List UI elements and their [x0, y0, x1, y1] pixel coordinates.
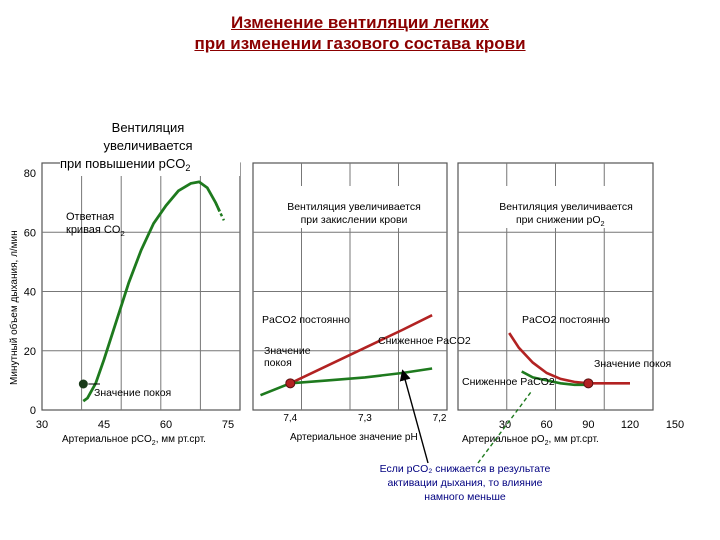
title-line-1: Изменение вентиляции легких	[231, 13, 489, 32]
x-tick-label: 7,4	[283, 413, 297, 424]
x-tick-label: 150	[666, 419, 684, 431]
x-tick-label: 30	[36, 419, 48, 431]
y-tick-label: 80	[24, 168, 36, 180]
page-title: Изменение вентиляции легких при изменени…	[0, 12, 720, 54]
callout-line-2: при снижении pO2	[516, 214, 605, 228]
rest-point-label: Значение покоя	[94, 387, 171, 399]
series-line-constant-paco2	[508, 332, 630, 385]
x-tick-label: 60	[541, 419, 553, 431]
callout-line-1: Вентиляция	[112, 120, 185, 135]
panel-1	[41, 162, 241, 411]
x-tick-label: 7,2	[433, 413, 447, 424]
series-label-constant: PaCO2 постоянно	[522, 314, 610, 326]
callout-line-3: при повышении pCO2	[60, 156, 190, 173]
rest-point-marker	[583, 378, 594, 389]
callout-line-1: Вентиляция увеличивается	[499, 201, 633, 213]
callout-box	[480, 186, 652, 228]
rest-point-marker	[285, 378, 296, 389]
rest-point-marker	[78, 379, 88, 389]
callout-line-1: Вентиляция увеличивается	[287, 201, 421, 213]
footnote-line-3: намного меньше	[424, 491, 506, 503]
callout-box	[60, 120, 240, 176]
title-line-2: при изменении газового состава крови	[194, 34, 526, 53]
rest-point-label: Значение покоя	[594, 358, 671, 370]
y-tick-label: 60	[24, 227, 36, 239]
x-axis-label: Артериальное рO2, мм рт.срт.	[462, 434, 599, 447]
footnote-line-1: Если рCO₂ снижается в результате	[379, 463, 551, 475]
curve-label-line-1: Ответная	[66, 211, 114, 223]
x-axis-label: Артериальное рCO2, мм рт.срт.	[62, 434, 206, 447]
series-label-constant: PaCO2 постоянно	[262, 314, 350, 326]
x-tick-label: 75	[222, 419, 234, 431]
x-axis-label: Артериальное значение рН	[290, 432, 418, 443]
footnote-line-2: активации дыхания, то влияние	[387, 477, 543, 489]
y-tick-label: 20	[24, 346, 36, 358]
x-tick-label: 45	[98, 419, 110, 431]
series-label-reduced: Сниженное PaCO2	[462, 376, 555, 388]
x-tick-label: 60	[160, 419, 172, 431]
series-line-reduced-paco2	[521, 370, 589, 387]
footnote: Если рCO₂ снижается в результате активац…	[330, 462, 600, 504]
callout-line-2: при закислении крови	[301, 214, 408, 226]
series-line-constant-paco2	[289, 314, 433, 385]
x-tick-label: 7,3	[358, 413, 372, 424]
callout-line-2: увеличивается	[103, 138, 192, 153]
y-axis-label: Минутный объем дыхания, л/мин	[8, 230, 20, 385]
rest-point-label-line-2: покоя	[264, 357, 292, 369]
rest-point-label-line-1: Значение	[264, 345, 311, 357]
curve-label-line-2: кривая CO2	[66, 224, 125, 238]
callout-box	[262, 186, 445, 228]
y-tick-label: 40	[24, 287, 36, 299]
y-tick-label: 0	[30, 405, 36, 417]
series-label-reduced: Сниженное PaCO2	[378, 335, 471, 347]
series-line-co2-response	[82, 180, 221, 403]
x-tick-label: 90	[582, 419, 594, 431]
footnote-arrow-po2	[477, 391, 532, 464]
panel-frame	[41, 162, 241, 411]
footnote-arrow-ph	[399, 369, 429, 464]
x-tick-label: 120	[621, 419, 639, 431]
